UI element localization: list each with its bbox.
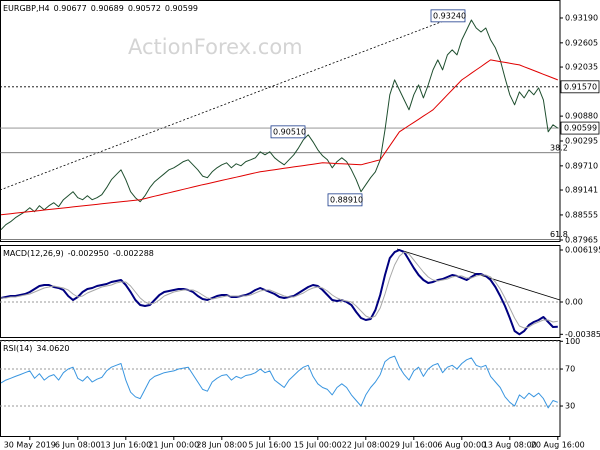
x-tick-label: 21 Jun 00:00 — [148, 441, 199, 450]
annotation-label: 0.88910 — [330, 195, 363, 204]
annotation-box — [430, 9, 466, 23]
level-box — [560, 121, 600, 135]
x-tick-label: 22 Jul 08:00 — [342, 441, 390, 450]
y-tick-label: 0.90880 — [565, 112, 598, 121]
x-tick-label: 15 Jul 00:00 — [294, 441, 342, 450]
y-tick-label: 0.90295 — [565, 136, 598, 145]
y-tick-label: 70 — [565, 365, 575, 374]
readout-value: 34.0620 — [36, 344, 69, 353]
x-tick-label: 13 Jun 16:00 — [100, 441, 151, 450]
y-tick-label: 0.006195 — [565, 246, 600, 255]
panel-header: MACD(12,26,9) -0.002950 -0.002288 — [3, 249, 154, 258]
x-tick-label: 6 Aug 00:00 — [437, 441, 486, 450]
y-tick-label: 0.00 — [565, 298, 583, 307]
panel-header: EURGBP,H4 0.90677 0.90689 0.90572 0.90599 — [3, 4, 198, 13]
panel-border — [0, 0, 561, 242]
x-tick-label: 28 Jun 08:00 — [196, 441, 247, 450]
series-line — [0, 249, 558, 336]
panel-title: MACD(12,26,9) — [3, 249, 64, 258]
panel-border — [0, 340, 561, 437]
fib-label: 38.2 — [550, 143, 568, 152]
panel-title: RSI(14) — [3, 344, 32, 353]
readout-value: 0.90599 — [165, 4, 198, 13]
y-tick-label: 0.93190 — [565, 13, 598, 22]
series-line — [0, 355, 558, 409]
y-tick-label: 0.89141 — [565, 186, 598, 195]
y-tick-label: 100 — [565, 337, 580, 346]
y-tick-label: 0.92605 — [565, 38, 598, 47]
y-tick-label: 0.87965 — [565, 236, 598, 245]
series-line — [0, 19, 559, 231]
panel-border — [0, 245, 561, 338]
x-tick-label: 5 Jul 16:00 — [248, 441, 291, 450]
x-tick-label: 29 Jul 16:00 — [390, 441, 438, 450]
x-tick-label: 20 Aug 16:00 — [531, 441, 585, 450]
watermark: ActionForex.com — [128, 35, 303, 59]
fib-label: 61.8 — [550, 230, 568, 239]
level-box — [560, 80, 600, 94]
y-tick-label: 0.92035 — [565, 63, 598, 72]
panel-header: RSI(14) 34.0620 — [3, 344, 70, 353]
x-tick-label: 6 Jun 08:00 — [55, 441, 101, 450]
y-tick-label: 0.89710 — [565, 161, 598, 170]
annotation-box — [270, 125, 306, 139]
y-tick-label: 0.88555 — [565, 210, 598, 219]
panel-title: EURGBP,H4 — [3, 4, 50, 13]
annotation-label: 0.90510 — [273, 127, 306, 136]
level-label: 0.90599 — [564, 124, 597, 133]
series-line — [0, 59, 558, 216]
level-label: 0.91570 — [564, 82, 597, 91]
annotation-box — [327, 193, 363, 207]
y-tick-label: -0.003851 — [565, 330, 600, 339]
y-tick-label: 30 — [565, 402, 575, 411]
readout-value: -0.002950 — [68, 249, 109, 258]
annotation-label: 0.93240 — [433, 11, 466, 20]
readout-value: 0.90572 — [128, 4, 161, 13]
readout-value: -0.002288 — [113, 249, 154, 258]
series-line — [1, 251, 558, 329]
readout-value: 0.90677 — [54, 4, 87, 13]
x-tick-label: 13 Aug 08:00 — [483, 441, 537, 450]
readout-value: 0.90689 — [91, 4, 124, 13]
x-tick-label: 30 May 2019 — [4, 441, 56, 450]
